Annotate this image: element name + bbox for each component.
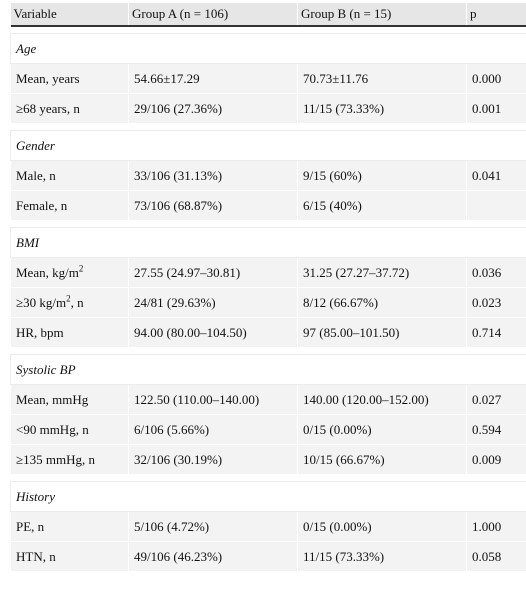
cell-variable: Mean, mmHg xyxy=(11,385,129,415)
cell-p: 0.027 xyxy=(467,385,526,415)
cell-group-b: 10/15 (66.67%) xyxy=(298,445,467,475)
cell-group-b: 140.00 (120.00–152.00) xyxy=(298,385,467,415)
section-bmi: BMI xyxy=(11,228,526,258)
table-row: ≥68 years, n 29/106 (27.36%) 11/15 (73.3… xyxy=(11,94,526,124)
section-title: History xyxy=(11,482,526,512)
cell-group-b: 97 (85.00–101.50) xyxy=(298,318,467,348)
cell-p: 0.001 xyxy=(467,94,526,124)
cell-variable: ≥135 mmHg, n xyxy=(11,445,129,475)
cell-variable: HR, bpm xyxy=(11,318,129,348)
section-age: Age xyxy=(11,34,526,64)
cell-group-b: 8/12 (66.67%) xyxy=(298,288,467,318)
cell-variable-text: ≥30 kg/m xyxy=(16,295,66,310)
table-row: Male, n 33/106 (31.13%) 9/15 (60%) 0.041 xyxy=(11,161,526,191)
cell-group-a: 94.00 (80.00–104.50) xyxy=(129,318,298,348)
table-row: Female, n 73/106 (68.87%) 6/15 (40%) xyxy=(11,191,526,221)
cell-p: 0.041 xyxy=(467,161,526,191)
cell-variable: Mean, kg/m2 xyxy=(11,258,129,288)
cell-p: 0.036 xyxy=(467,258,526,288)
cell-p: 0.000 xyxy=(467,64,526,94)
cell-group-b: 0/15 (0.00%) xyxy=(298,512,467,542)
cell-group-b: 70.73±11.76 xyxy=(298,64,467,94)
cell-p: 1.000 xyxy=(467,512,526,542)
data-table: Variable Group A (n = 106) Group B (n = … xyxy=(10,3,526,572)
cell-variable: Male, n xyxy=(11,161,129,191)
table-row: Mean, mmHg 122.50 (110.00–140.00) 140.00… xyxy=(11,385,526,415)
table-row: HTN, n 49/106 (46.23%) 11/15 (73.33%) 0.… xyxy=(11,542,526,572)
cell-p: 0.058 xyxy=(467,542,526,572)
cell-p: 0.009 xyxy=(467,445,526,475)
table-row: Mean, years 54.66±17.29 70.73±11.76 0.00… xyxy=(11,64,526,94)
section-history: History xyxy=(11,482,526,512)
cell-group-a: 122.50 (110.00–140.00) xyxy=(129,385,298,415)
section-title: BMI xyxy=(11,228,526,258)
cell-p xyxy=(467,191,526,221)
cell-variable: PE, n xyxy=(11,512,129,542)
cell-group-b: 9/15 (60%) xyxy=(298,161,467,191)
cell-variable: Mean, years xyxy=(11,64,129,94)
cell-variable: ≥30 kg/m2, n xyxy=(11,288,129,318)
cell-group-b: 31.25 (27.27–37.72) xyxy=(298,258,467,288)
cell-group-a: 27.55 (24.97–30.81) xyxy=(129,258,298,288)
cell-variable-text: Mean, kg/m xyxy=(16,265,79,280)
cell-group-b: 11/15 (73.33%) xyxy=(298,542,467,572)
cell-p: 0.714 xyxy=(467,318,526,348)
table-row: ≥30 kg/m2, n 24/81 (29.63%) 8/12 (66.67%… xyxy=(11,288,526,318)
section-title: Systolic BP xyxy=(11,355,526,385)
cell-variable: ≥68 years, n xyxy=(11,94,129,124)
cell-group-b: 6/15 (40%) xyxy=(298,191,467,221)
cell-group-a: 24/81 (29.63%) xyxy=(129,288,298,318)
header-row: Variable Group A (n = 106) Group B (n = … xyxy=(11,3,526,26)
cell-variable-suffix: , n xyxy=(71,295,84,310)
cell-group-a: 6/106 (5.66%) xyxy=(129,415,298,445)
cell-variable: Female, n xyxy=(11,191,129,221)
section-title: Gender xyxy=(11,131,526,161)
cell-group-a: 54.66±17.29 xyxy=(129,64,298,94)
cell-group-b: 11/15 (73.33%) xyxy=(298,94,467,124)
table-row: PE, n 5/106 (4.72%) 0/15 (0.00%) 1.000 xyxy=(11,512,526,542)
table-row: <90 mmHg, n 6/106 (5.66%) 0/15 (0.00%) 0… xyxy=(11,415,526,445)
superscript: 2 xyxy=(79,263,84,273)
cell-group-a: 32/106 (30.19%) xyxy=(129,445,298,475)
cell-variable: <90 mmHg, n xyxy=(11,415,129,445)
table-row: Mean, kg/m2 27.55 (24.97–30.81) 31.25 (2… xyxy=(11,258,526,288)
section-gender: Gender xyxy=(11,131,526,161)
header-variable: Variable xyxy=(11,3,129,26)
table-row: HR, bpm 94.00 (80.00–104.50) 97 (85.00–1… xyxy=(11,318,526,348)
cell-group-a: 73/106 (68.87%) xyxy=(129,191,298,221)
table-row: ≥135 mmHg, n 32/106 (30.19%) 10/15 (66.6… xyxy=(11,445,526,475)
cell-p: 0.594 xyxy=(467,415,526,445)
cell-p: 0.023 xyxy=(467,288,526,318)
cell-group-a: 49/106 (46.23%) xyxy=(129,542,298,572)
header-group-a: Group A (n = 106) xyxy=(129,3,298,26)
cell-group-a: 29/106 (27.36%) xyxy=(129,94,298,124)
header-p: p xyxy=(467,3,526,26)
section-title: Age xyxy=(11,34,526,64)
section-systolic-bp: Systolic BP xyxy=(11,355,526,385)
cell-group-b: 0/15 (0.00%) xyxy=(298,415,467,445)
cell-group-a: 33/106 (31.13%) xyxy=(129,161,298,191)
cell-variable: HTN, n xyxy=(11,542,129,572)
cell-group-a: 5/106 (4.72%) xyxy=(129,512,298,542)
header-group-b: Group B (n = 15) xyxy=(298,3,467,26)
